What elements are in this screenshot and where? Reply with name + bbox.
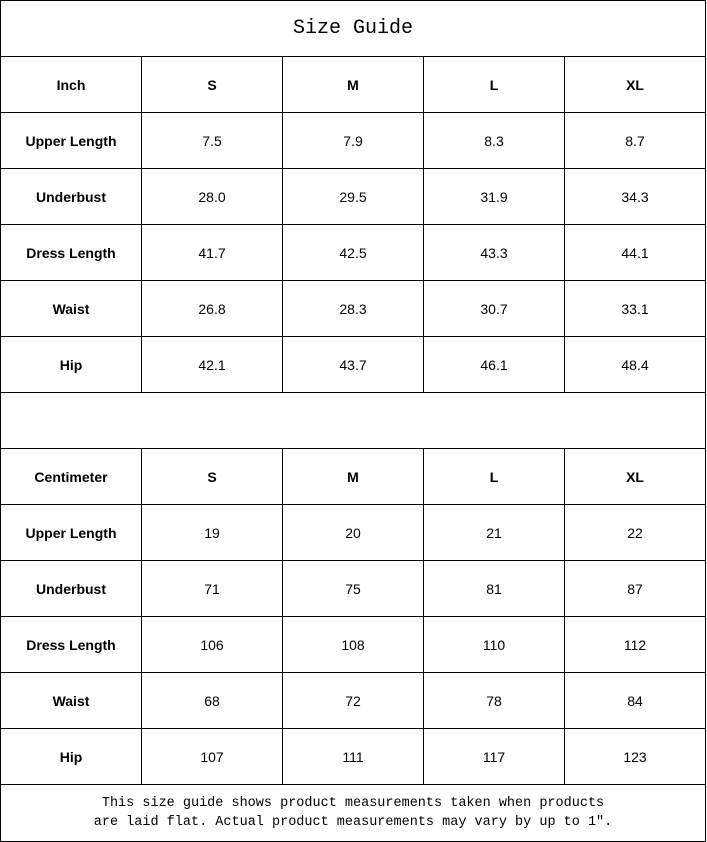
row-label: Dress Length <box>0 616 142 673</box>
table-row: Waist 26.8 28.3 30.7 33.1 <box>0 280 707 337</box>
value-cell: 20 <box>282 504 424 561</box>
value-cell: 43.7 <box>282 336 424 393</box>
size-header: S <box>141 56 283 113</box>
value-cell: 112 <box>563 616 707 673</box>
table-row: Upper Length 19 20 21 22 <box>0 504 707 561</box>
value-cell: 106 <box>141 616 283 673</box>
value-cell: 107 <box>141 728 283 785</box>
size-header: M <box>282 56 424 113</box>
value-cell: 81 <box>423 560 565 617</box>
row-label: Waist <box>0 672 142 729</box>
table-row: Hip 107 111 117 123 <box>0 728 707 785</box>
size-header: L <box>423 56 565 113</box>
table-row: Upper Length 7.5 7.9 8.3 8.7 <box>0 112 707 169</box>
value-cell: 72 <box>282 672 424 729</box>
row-label: Hip <box>0 336 142 393</box>
value-cell: 111 <box>282 728 424 785</box>
value-cell: 19 <box>141 504 283 561</box>
value-cell: 8.7 <box>563 112 707 169</box>
value-cell: 71 <box>141 560 283 617</box>
value-cell: 22 <box>563 504 707 561</box>
header-row: Inch S M L XL <box>0 56 707 113</box>
row-label: Hip <box>0 728 142 785</box>
footer-row: This size guide shows product measuremen… <box>0 784 707 842</box>
value-cell: 7.9 <box>282 112 424 169</box>
value-cell: 87 <box>563 560 707 617</box>
value-cell: 78 <box>423 672 565 729</box>
size-header: XL <box>563 56 707 113</box>
value-cell: 7.5 <box>141 112 283 169</box>
footer-line: This size guide shows product measuremen… <box>101 796 605 811</box>
value-cell: 8.3 <box>423 112 565 169</box>
table-row: Waist 68 72 78 84 <box>0 672 707 729</box>
value-cell: 41.7 <box>141 224 283 281</box>
value-cell: 84 <box>563 672 707 729</box>
value-cell: 29.5 <box>282 168 424 225</box>
footer-note: This size guide shows product measuremen… <box>0 784 707 842</box>
value-cell: 43.3 <box>423 224 565 281</box>
row-label: Upper Length <box>0 112 142 169</box>
value-cell: 48.4 <box>563 336 707 393</box>
value-cell: 110 <box>423 616 565 673</box>
page-title: Size Guide <box>0 0 707 57</box>
table-row: Underbust 28.0 29.5 31.9 34.3 <box>0 168 707 225</box>
size-header: S <box>141 448 283 505</box>
value-cell: 28.0 <box>141 168 283 225</box>
table-row: Dress Length 106 108 110 112 <box>0 616 707 673</box>
value-cell: 30.7 <box>423 280 565 337</box>
value-cell: 75 <box>282 560 424 617</box>
table-row: Underbust 71 75 81 87 <box>0 560 707 617</box>
spacer-row <box>0 392 707 449</box>
size-header: XL <box>563 448 707 505</box>
value-cell: 26.8 <box>141 280 283 337</box>
header-row: Centimeter S M L XL <box>0 448 707 505</box>
unit-header: Inch <box>0 56 142 113</box>
value-cell: 46.1 <box>423 336 565 393</box>
value-cell: 44.1 <box>563 224 707 281</box>
value-cell: 21 <box>423 504 565 561</box>
value-cell: 31.9 <box>423 168 565 225</box>
spacer-cell <box>0 392 707 449</box>
size-header: M <box>282 448 424 505</box>
size-header: L <box>423 448 565 505</box>
table-row: Dress Length 41.7 42.5 43.3 44.1 <box>0 224 707 281</box>
value-cell: 28.3 <box>282 280 424 337</box>
value-cell: 123 <box>563 728 707 785</box>
unit-header: Centimeter <box>0 448 142 505</box>
value-cell: 34.3 <box>563 168 707 225</box>
value-cell: 33.1 <box>563 280 707 337</box>
footer-line: are laid flat. Actual product measuremen… <box>93 815 613 830</box>
table-row: Hip 42.1 43.7 46.1 48.4 <box>0 336 707 393</box>
title-row: Size Guide <box>0 0 707 57</box>
value-cell: 117 <box>423 728 565 785</box>
value-cell: 42.1 <box>141 336 283 393</box>
row-label: Waist <box>0 280 142 337</box>
value-cell: 68 <box>141 672 283 729</box>
row-label: Underbust <box>0 168 142 225</box>
value-cell: 108 <box>282 616 424 673</box>
value-cell: 42.5 <box>282 224 424 281</box>
row-label: Underbust <box>0 560 142 617</box>
row-label: Upper Length <box>0 504 142 561</box>
row-label: Dress Length <box>0 224 142 281</box>
